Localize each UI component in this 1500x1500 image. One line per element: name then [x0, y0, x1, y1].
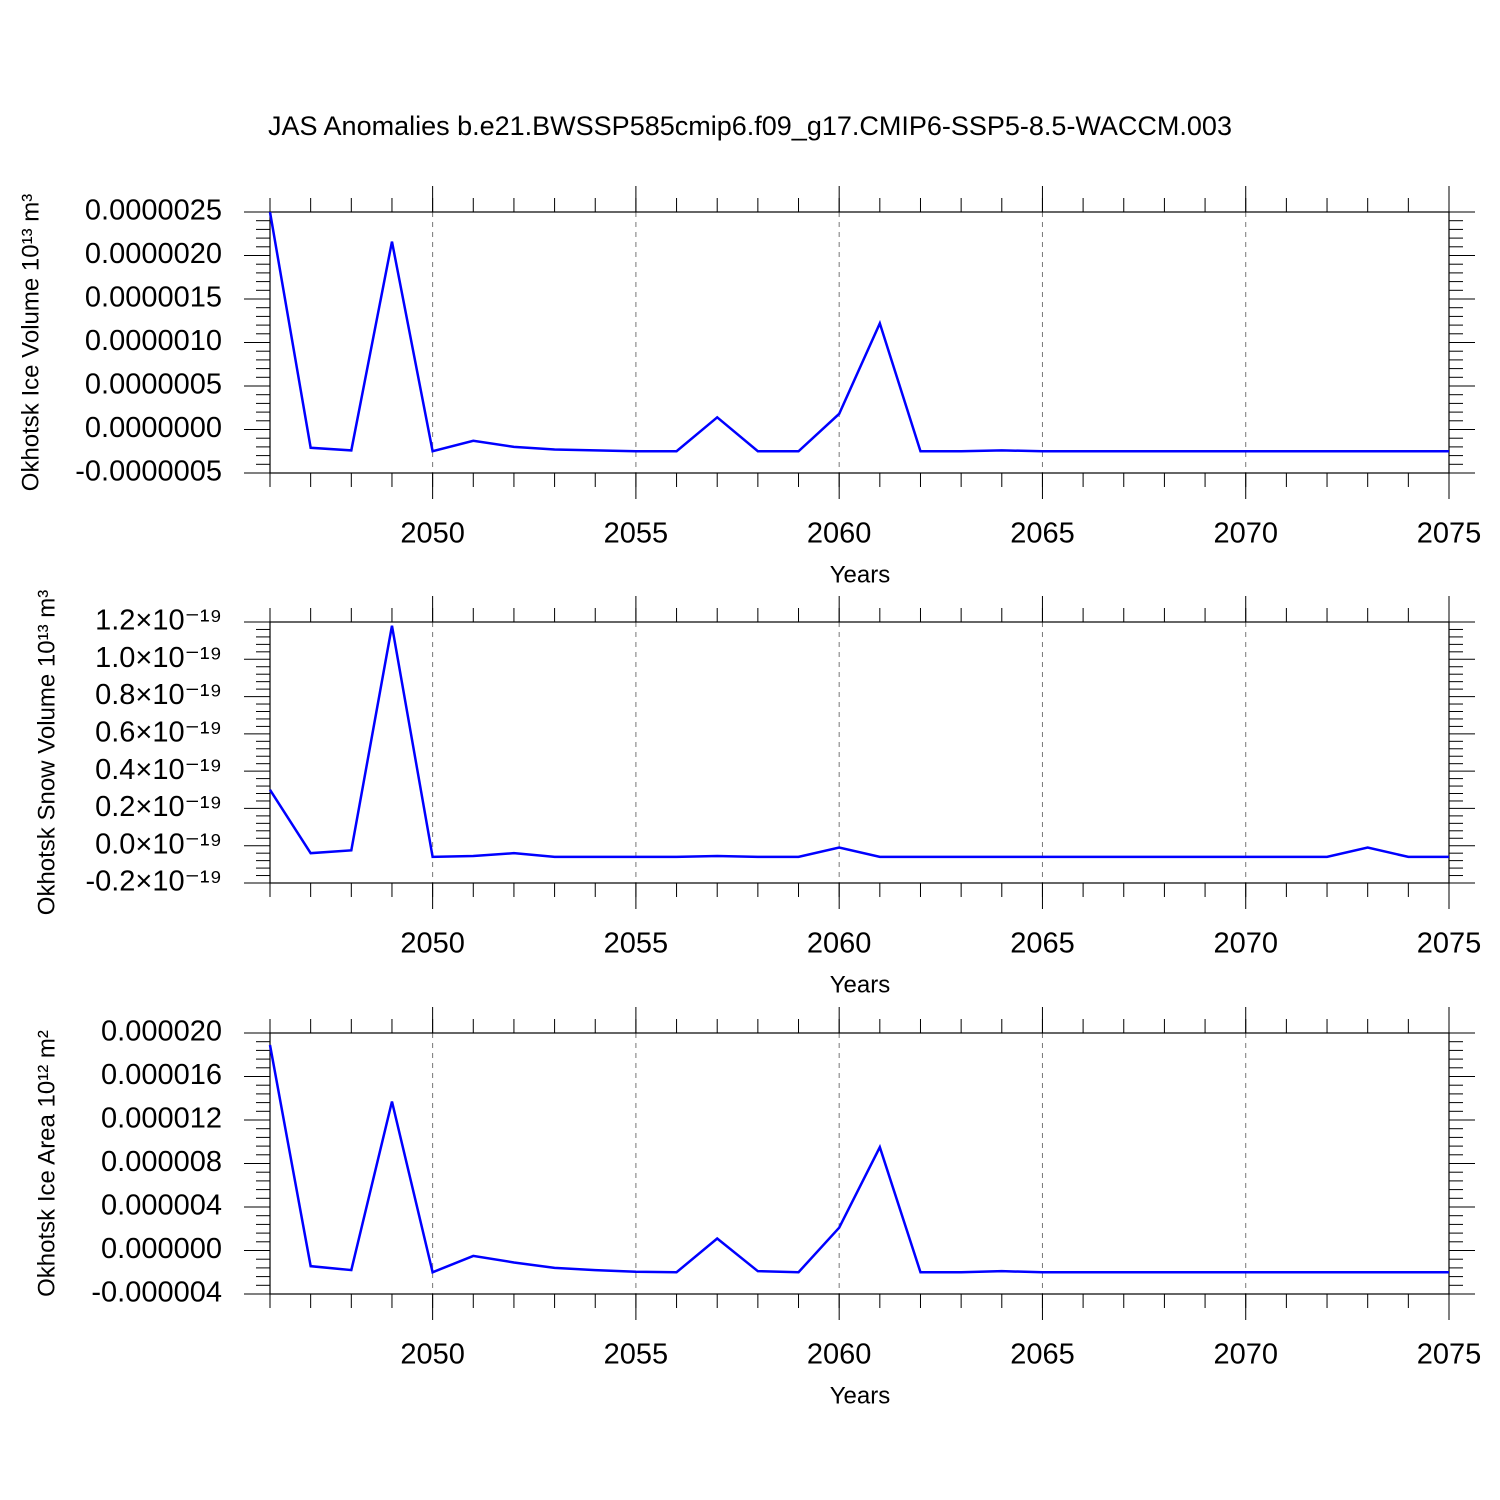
y-axis-label: Okhotsk Ice Area 10¹² m²: [33, 1030, 60, 1297]
x-tick-label: 2060: [807, 928, 872, 960]
y-tick-label: 0.2×10⁻¹⁹: [95, 791, 222, 823]
y-tick-label: 1.2×10⁻¹⁹: [95, 605, 222, 637]
x-tick-label: 2050: [400, 518, 465, 550]
y-tick-label: 0.6×10⁻¹⁹: [95, 717, 222, 749]
data-line: [268, 625, 1449, 859]
y-tick-label: 0.0000025: [85, 195, 222, 227]
x-tick-label: 2075: [1417, 928, 1482, 960]
y-tick-label: 0.8×10⁻¹⁹: [95, 679, 222, 711]
x-tick-label: 2055: [604, 928, 669, 960]
x-tick-label: 2075: [1417, 1339, 1482, 1371]
x-tick-label: 2075: [1417, 518, 1482, 550]
y-tick-label: 0.000012: [101, 1103, 222, 1135]
x-tick-label: 2070: [1213, 1339, 1278, 1371]
y-axis-label: Okhotsk Ice Volume 10¹³ m³: [17, 194, 44, 491]
y-tick-label: -0.000004: [91, 1277, 222, 1309]
y-tick-label: 0.0000005: [85, 369, 222, 401]
x-tick-label: 2065: [1010, 928, 1075, 960]
x-tick-label: 2065: [1010, 518, 1075, 550]
y-tick-label: 0.000016: [101, 1059, 222, 1091]
x-tick-label: 2050: [400, 928, 465, 960]
x-axis-label: Years: [830, 1382, 891, 1409]
y-tick-label: 0.4×10⁻¹⁹: [95, 754, 222, 786]
x-tick-label: 2070: [1213, 518, 1278, 550]
y-tick-label: -0.2×10⁻¹⁹: [85, 866, 222, 898]
y-tick-label: 0.0000010: [85, 325, 222, 357]
x-tick-label: 2050: [400, 1339, 465, 1371]
y-tick-label: 0.000020: [101, 1016, 222, 1048]
y-axis-label: Okhotsk Snow Volume 10¹³ m³: [33, 590, 60, 915]
y-tick-label: -0.0000005: [75, 456, 222, 488]
x-tick-label: 2070: [1213, 928, 1278, 960]
x-tick-label: 2055: [604, 1339, 669, 1371]
x-axis-label: Years: [830, 561, 891, 588]
x-axis-label: Years: [830, 971, 891, 998]
x-tick-label: 2060: [807, 518, 872, 550]
data-line: [268, 1044, 1449, 1274]
data-line: [268, 211, 1449, 453]
y-tick-label: 0.000000: [101, 1233, 222, 1265]
x-tick-label: 2060: [807, 1339, 872, 1371]
figure-title: JAS Anomalies b.e21.BWSSP585cmip6.f09_g1…: [268, 111, 1232, 141]
plot-frame: [269, 211, 1450, 474]
y-tick-label: 0.0000015: [85, 282, 222, 314]
y-tick-label: 0.000008: [101, 1146, 222, 1178]
x-tick-label: 2065: [1010, 1339, 1075, 1371]
plot-frame: [269, 1032, 1450, 1295]
y-tick-label: 0.000004: [101, 1190, 222, 1222]
plot-frame: [269, 621, 1450, 884]
y-tick-label: 0.0000020: [85, 238, 222, 270]
y-tick-label: 0.0000000: [85, 412, 222, 444]
y-tick-label: 1.0×10⁻¹⁹: [95, 642, 222, 674]
x-tick-label: 2055: [604, 518, 669, 550]
y-tick-label: 0.0×10⁻¹⁹: [95, 828, 222, 860]
